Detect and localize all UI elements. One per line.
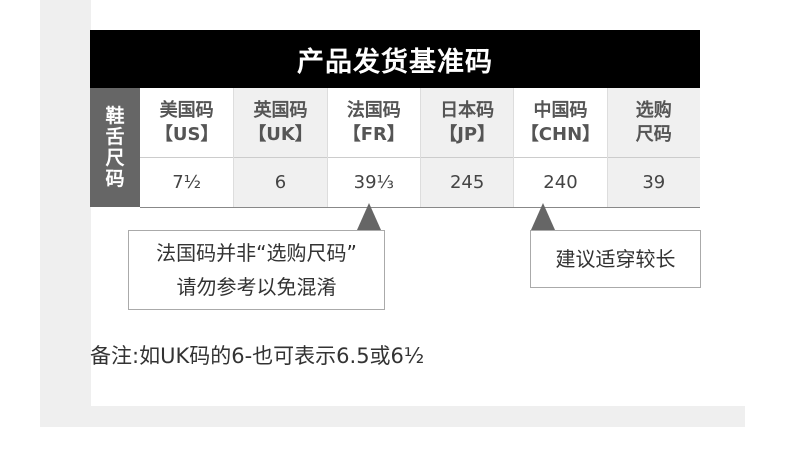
footnote: 备注:如UK码的6-也可表示6.5或6½ <box>90 344 425 368</box>
header-line: 中国码 <box>533 99 588 121</box>
column-fr: 法国码 【FR】 39⅓ <box>326 88 420 207</box>
column-header: 美国码 【US】 <box>140 88 234 158</box>
size-value: 245 <box>449 172 485 193</box>
size-value: 6 <box>274 172 287 193</box>
column-jp: 日本码 【JP】 245 <box>419 88 514 207</box>
header-line: 美国码 <box>159 99 214 121</box>
header-line: 【CHN】 <box>520 123 601 145</box>
side-char: 尺 <box>105 146 125 169</box>
size-value: 39⅓ <box>353 172 394 193</box>
header-line: 日本码 <box>440 99 495 121</box>
column-header: 英国码 【UK】 <box>234 88 327 158</box>
side-char: 鞋 <box>105 104 125 127</box>
chart-title: 产品发货基准码 <box>90 30 700 88</box>
side-label: 鞋 舌 尺 码 <box>90 88 140 207</box>
header-line: 【UK】 <box>248 123 313 145</box>
callout-pointer-icon <box>531 203 555 230</box>
header-line: 尺码 <box>635 123 672 145</box>
column-uk: 英国码 【UK】 6 <box>233 88 327 207</box>
header-line: 英国码 <box>253 99 308 121</box>
side-char: 码 <box>105 167 125 190</box>
header-line: 选购 <box>635 99 672 121</box>
column-us: 美国码 【US】 7½ <box>140 88 234 207</box>
header-line: 法国码 <box>346 99 401 121</box>
column-header: 法国码 【FR】 <box>327 88 420 158</box>
callout-line: 法国码并非“选购尺码” <box>156 241 357 265</box>
column-recommended: 选购 尺码 39 <box>606 88 700 207</box>
callout-line: 请勿参考以免混淆 <box>176 275 337 299</box>
size-table: 美国码 【US】 7½ 英国码 【UK】 6 法国码 【FR】 39⅓ 日本码 【JP】 245… <box>140 88 700 208</box>
header-line: 【JP】 <box>439 123 496 145</box>
size-value: 240 <box>543 172 578 193</box>
size-value: 7½ <box>172 172 202 193</box>
column-chn: 中国码 【CHN】 240 <box>513 88 607 207</box>
callout-pointer-icon <box>357 203 381 230</box>
callout-chn: 建议适穿较长 <box>530 230 701 288</box>
header-line: 【FR】 <box>342 123 405 145</box>
column-header: 选购 尺码 <box>607 88 700 158</box>
side-char: 舌 <box>105 125 125 148</box>
column-header: 日本码 【JP】 <box>420 88 514 158</box>
header-line: 【US】 <box>154 123 219 145</box>
column-header: 中国码 【CHN】 <box>514 88 607 158</box>
size-value: 39 <box>642 172 666 193</box>
callout-fr: 法国码并非“选购尺码” 请勿参考以免混淆 <box>128 230 385 310</box>
